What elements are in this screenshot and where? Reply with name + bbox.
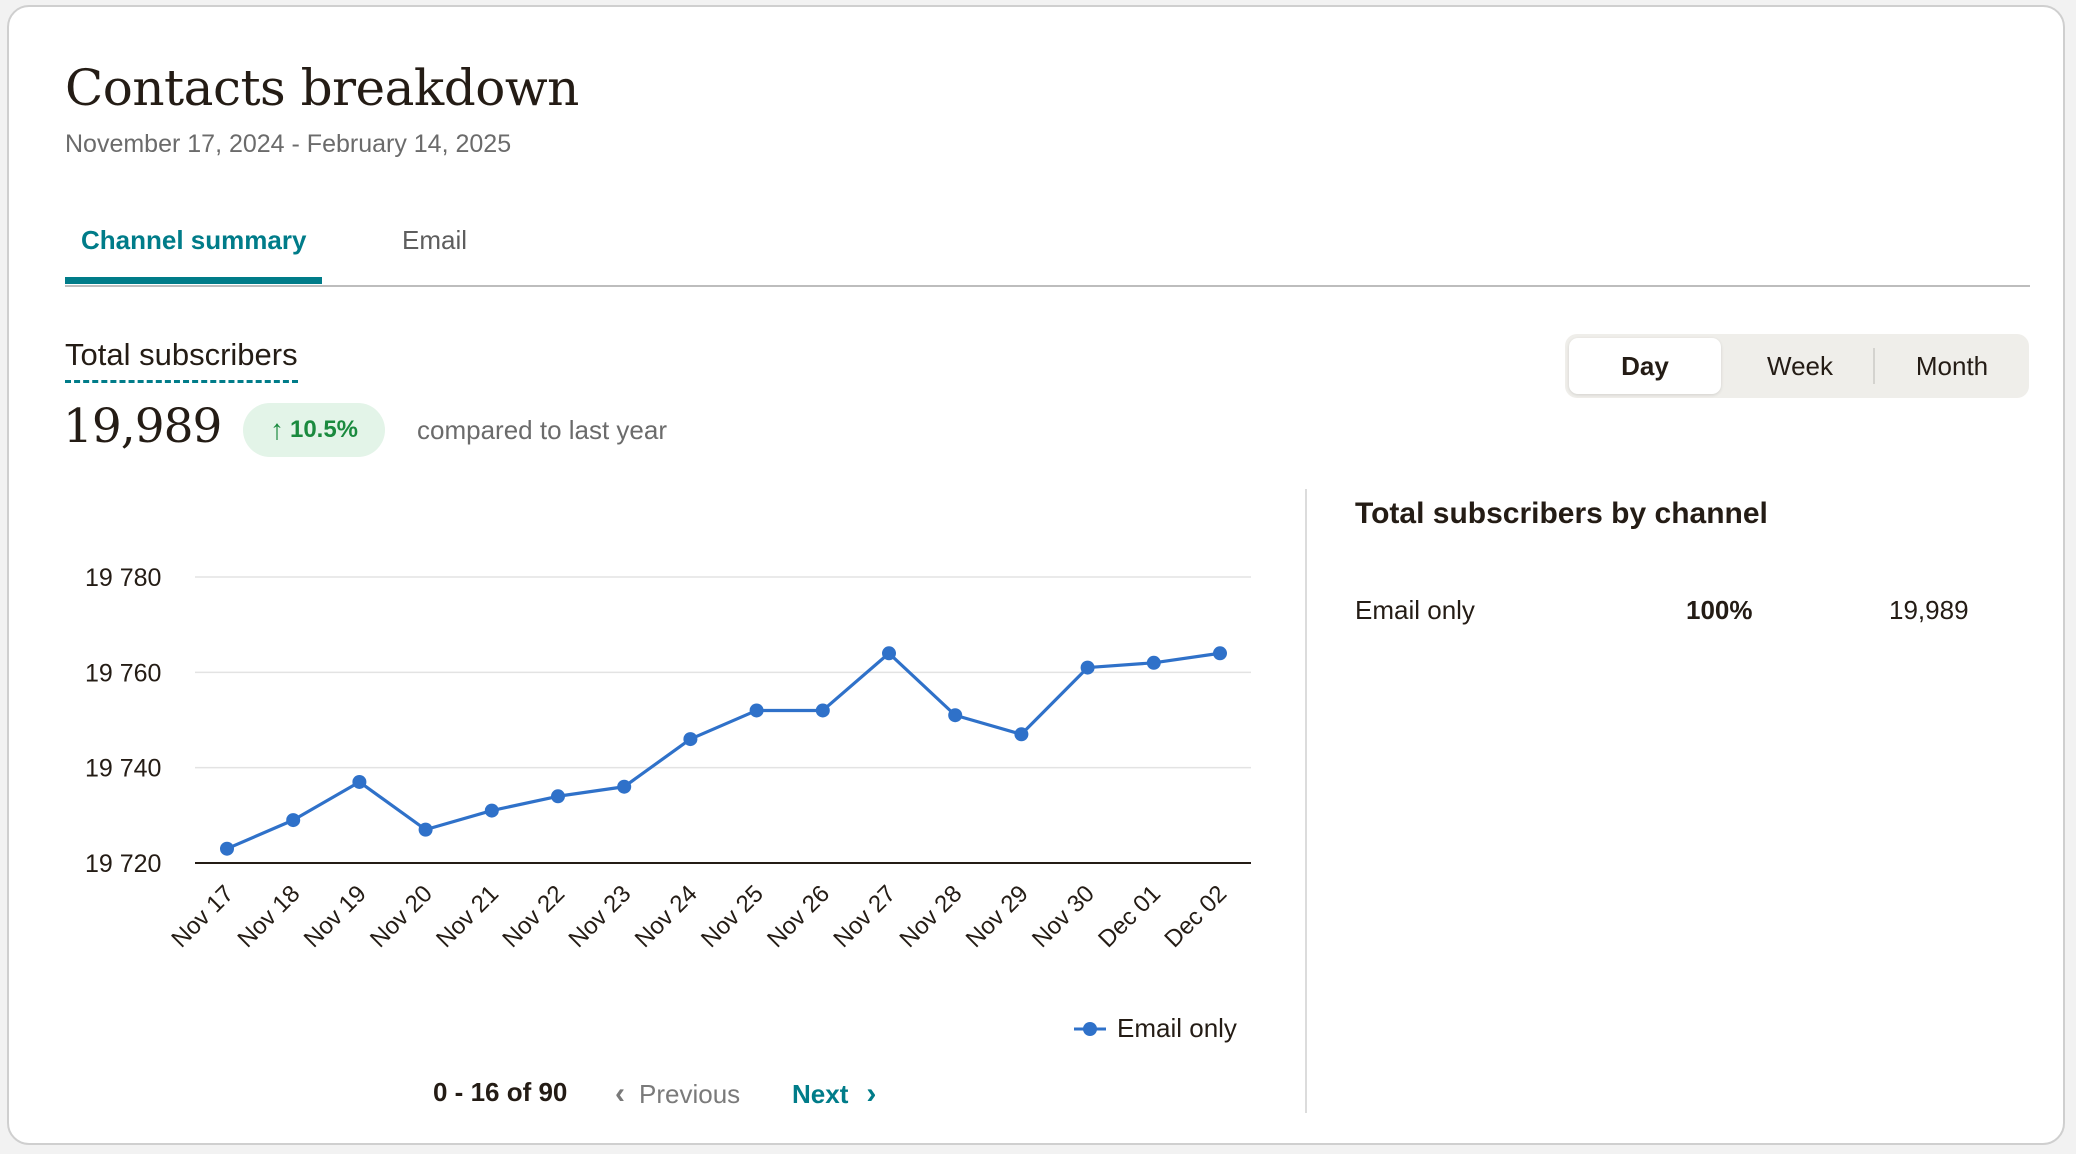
data-point: [286, 813, 301, 828]
x-tick-label: Nov 17: [166, 880, 239, 953]
period-month-button[interactable]: Month: [1915, 350, 1989, 381]
tab-email[interactable]: Email: [402, 225, 468, 255]
page-title: Contacts breakdown: [65, 59, 579, 117]
channel-row-percent: 100%: [1686, 595, 1753, 625]
data-point: [815, 703, 830, 718]
x-tick-label: Nov 19: [299, 880, 372, 953]
period-day-button[interactable]: Day: [1569, 338, 1721, 394]
tab-channel-summary[interactable]: Channel summary: [81, 225, 307, 255]
channel-row-name: Email only: [1355, 595, 1475, 625]
chevron-left-icon: ‹: [615, 1077, 625, 1110]
data-point: [683, 732, 698, 747]
chevron-right-icon: ›: [866, 1077, 877, 1110]
y-tick-label: 19 760: [85, 659, 161, 687]
legend-line-marker-icon: [1074, 1021, 1106, 1036]
x-tick-label: Nov 23: [564, 880, 637, 953]
x-tick-label: Nov 18: [233, 880, 306, 953]
toggle-divider: [1873, 348, 1875, 384]
previous-label: Previous: [639, 1078, 741, 1109]
x-tick-label: Nov 28: [895, 880, 968, 953]
x-tick-label: Dec 01: [1093, 880, 1166, 953]
x-tick-label: Nov 26: [762, 880, 835, 953]
date-range: November 17, 2024 - February 14, 2025: [65, 130, 512, 158]
channel-row-value: 19,989: [1889, 595, 1969, 625]
change-value: 10.5%: [289, 416, 359, 443]
pagination-range: 0 - 16 of 90: [433, 1077, 568, 1107]
x-tick-label: Nov 29: [961, 880, 1034, 953]
next-button[interactable]: Next ›: [792, 1077, 876, 1111]
total-subscribers-label[interactable]: Total subscribers: [65, 337, 298, 383]
legend-label: Email only: [1117, 1013, 1237, 1043]
y-tick-label: 19 720: [85, 850, 161, 878]
x-tick-label: Nov 21: [431, 880, 504, 953]
next-label: Next: [792, 1078, 849, 1109]
x-tick-label: Dec 02: [1159, 880, 1232, 953]
compared-text: compared to last year: [417, 415, 668, 445]
data-point: [948, 708, 963, 723]
data-point: [220, 841, 234, 856]
x-tick-label: Nov 24: [630, 880, 703, 953]
contacts-breakdown-card: Contacts breakdown November 17, 2024 - F…: [7, 5, 2065, 1145]
tab-bar: Channel summary Email: [65, 219, 2030, 287]
data-point: [418, 822, 433, 837]
series-line-email-only: [226, 651, 1221, 851]
y-tick-label: 19 780: [85, 564, 161, 592]
x-tick-label: Nov 30: [1027, 880, 1100, 953]
panel-divider: [1305, 489, 1307, 1113]
x-tick-label: Nov 22: [497, 880, 570, 953]
active-tab-indicator: [65, 277, 322, 284]
x-tick-label: Nov 25: [696, 880, 769, 953]
arrow-up-icon: ↑: [269, 414, 284, 445]
data-point: [749, 703, 764, 718]
period-week-button[interactable]: Week: [1767, 350, 1833, 381]
data-point: [882, 646, 896, 661]
data-point: [551, 789, 565, 804]
data-point: [617, 779, 632, 794]
data-point: [1014, 727, 1029, 742]
data-point: [352, 774, 367, 789]
data-point: [1213, 646, 1227, 661]
data-point: [484, 803, 499, 818]
x-tick-label: Nov 20: [365, 880, 438, 953]
y-tick-label: 19 740: [85, 755, 161, 783]
chart-legend: Email only: [1073, 1013, 1237, 1044]
data-point: [1146, 655, 1161, 670]
change-badge: ↑ 10.5%: [243, 403, 385, 457]
data-point: [1080, 660, 1095, 675]
total-subscribers-value: 19,989: [63, 399, 222, 454]
previous-button[interactable]: ‹ Previous: [615, 1077, 740, 1111]
x-tick-label: Nov 27: [828, 880, 901, 953]
by-channel-title: Total subscribers by channel: [1355, 497, 1768, 530]
period-toggle: Day Week Month: [1565, 334, 2029, 398]
